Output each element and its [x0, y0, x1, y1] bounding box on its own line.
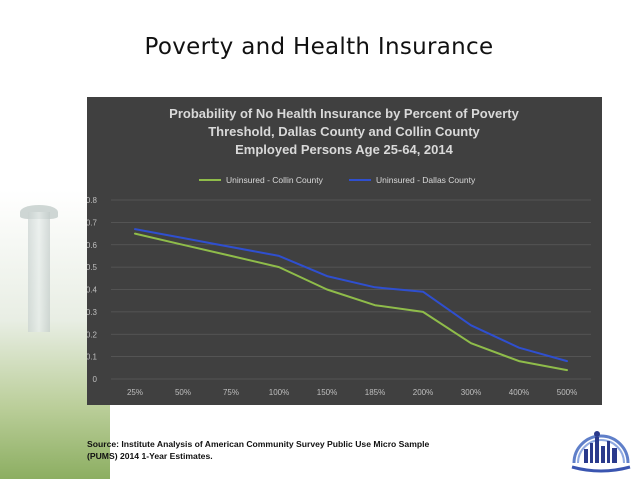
- x-tick-label: 300%: [461, 388, 481, 397]
- legend-label: Uninsured - Dallas County: [376, 175, 476, 185]
- x-tick-label: 25%: [127, 388, 143, 397]
- x-tick-label: 150%: [317, 388, 337, 397]
- chart-title-line: Employed Persons Age 25-64, 2014: [235, 142, 454, 157]
- x-tick-label: 75%: [223, 388, 239, 397]
- x-tick-label: 400%: [509, 388, 529, 397]
- y-tick-label: 0.1: [87, 353, 98, 362]
- chart-panel: Probability of No Health Insurance by Pe…: [87, 97, 602, 405]
- chart-title-line: Probability of No Health Insurance by Pe…: [169, 106, 519, 121]
- institute-logo: [571, 431, 631, 473]
- x-tick-label: 500%: [557, 388, 577, 397]
- chart-title-line: Threshold, Dallas County and Collin Coun…: [208, 124, 480, 139]
- y-tick-label: 0.8: [87, 196, 98, 205]
- water-tower: [28, 212, 50, 332]
- x-tick-label: 200%: [413, 388, 433, 397]
- y-tick-label: 0.2: [87, 330, 98, 339]
- line-chart: Probability of No Health Insurance by Pe…: [87, 106, 591, 397]
- y-tick-label: 0.5: [87, 263, 98, 272]
- y-tick-label: 0.7: [87, 218, 98, 227]
- y-tick-label: 0.4: [87, 286, 98, 295]
- x-tick-label: 50%: [175, 388, 191, 397]
- series-line-collin: [134, 232, 568, 372]
- legend-label: Uninsured - Collin County: [226, 175, 324, 185]
- y-tick-label: 0.3: [87, 308, 98, 317]
- source-note: Source: Institute Analysis of American C…: [87, 439, 430, 461]
- page-title: Poverty and Health Insurance: [144, 34, 494, 60]
- y-tick-label: 0.6: [87, 241, 98, 250]
- x-tick-label: 100%: [269, 388, 289, 397]
- x-tick-label: 185%: [365, 388, 385, 397]
- y-tick-label: 0: [93, 375, 98, 384]
- series-line-dallas: [134, 228, 568, 363]
